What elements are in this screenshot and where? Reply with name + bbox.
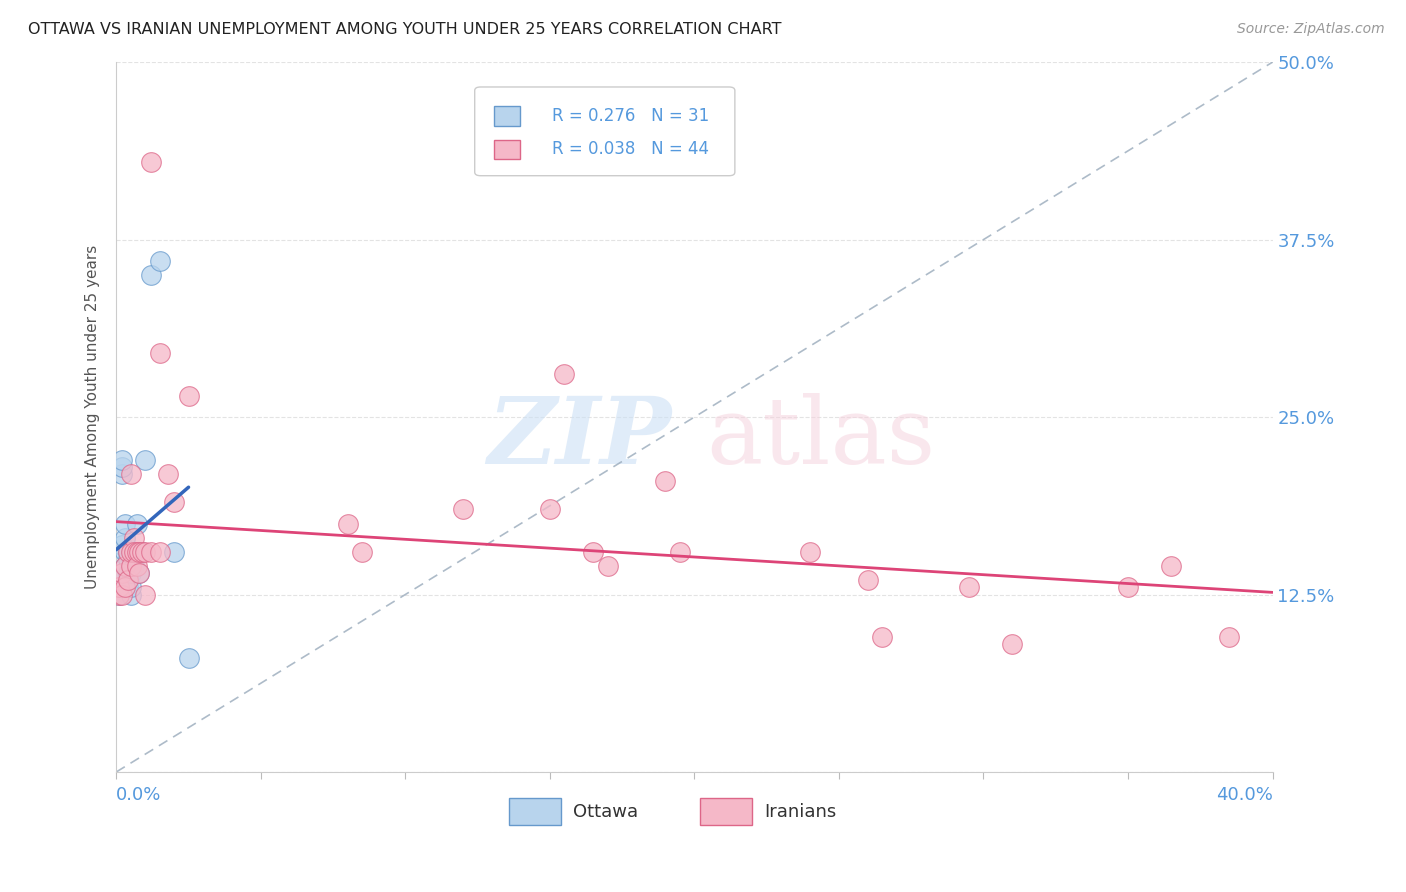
Point [117,566,139,581]
Point [139,268,162,282]
Point [120,566,142,581]
FancyBboxPatch shape [700,798,752,825]
Point [1001,637,1024,651]
Point [654,474,676,488]
Point [128,566,150,581]
Point [108,587,131,601]
Point [114,531,136,545]
Point [125,559,148,574]
Point [108,587,131,601]
Point [1160,559,1182,574]
Point [120,581,142,595]
Text: 40.0%: 40.0% [1216,787,1272,805]
FancyBboxPatch shape [495,139,520,160]
Point [1116,581,1139,595]
Point [177,651,200,665]
Text: OTTAWA VS IRANIAN UNEMPLOYMENT AMONG YOUTH UNDER 25 YEARS CORRELATION CHART: OTTAWA VS IRANIAN UNEMPLOYMENT AMONG YOU… [28,22,782,37]
Text: R = 0.276   N = 31: R = 0.276 N = 31 [553,107,710,125]
Point [120,587,142,601]
FancyBboxPatch shape [495,106,520,126]
Point [177,389,200,403]
Point [139,545,162,559]
Point [122,545,145,559]
Point [669,545,692,559]
Point [582,545,605,559]
Point [120,467,142,481]
Point [149,545,172,559]
Point [157,467,180,481]
Text: 0.0%: 0.0% [117,787,162,805]
Point [117,545,139,559]
Point [957,581,980,595]
Point [128,545,150,559]
Point [120,545,142,559]
Point [596,559,619,574]
Point [108,574,131,588]
Text: Ottawa: Ottawa [574,803,638,821]
Point [122,545,145,559]
Y-axis label: Unemployment Among Youth under 25 years: Unemployment Among Youth under 25 years [86,245,100,590]
Point [538,502,561,516]
Point [114,559,136,574]
Point [125,545,148,559]
Text: Iranians: Iranians [763,803,837,821]
Point [122,531,145,545]
Point [134,545,156,559]
Point [139,154,162,169]
Point [111,467,134,481]
Point [149,346,172,360]
Point [163,495,186,509]
Point [553,368,575,382]
Point [111,538,134,552]
Point [114,545,136,559]
FancyBboxPatch shape [475,87,735,176]
Point [120,559,142,574]
Point [122,559,145,574]
Point [111,566,134,581]
Point [134,452,156,467]
Point [163,545,186,559]
Point [856,574,879,588]
Point [134,587,156,601]
Point [117,552,139,566]
Point [451,502,474,516]
Point [114,559,136,574]
Point [131,545,153,559]
Point [108,581,131,595]
Point [114,581,136,595]
Text: R = 0.038   N = 44: R = 0.038 N = 44 [553,140,709,159]
Point [131,545,153,559]
Point [336,516,359,531]
FancyBboxPatch shape [509,798,561,825]
Point [108,581,131,595]
Point [117,574,139,588]
Point [120,545,142,559]
Point [799,545,821,559]
Point [350,545,373,559]
Point [1218,630,1240,644]
Point [114,516,136,531]
Point [111,459,134,474]
Point [128,566,150,581]
Point [111,452,134,467]
Text: ZIP: ZIP [486,393,671,483]
Point [125,516,148,531]
Point [111,587,134,601]
Point [117,574,139,588]
Point [872,630,894,644]
Point [117,581,139,595]
Text: atlas: atlas [706,393,935,483]
Point [117,545,139,559]
Point [125,545,148,559]
Point [149,253,172,268]
Text: Source: ZipAtlas.com: Source: ZipAtlas.com [1237,22,1385,37]
